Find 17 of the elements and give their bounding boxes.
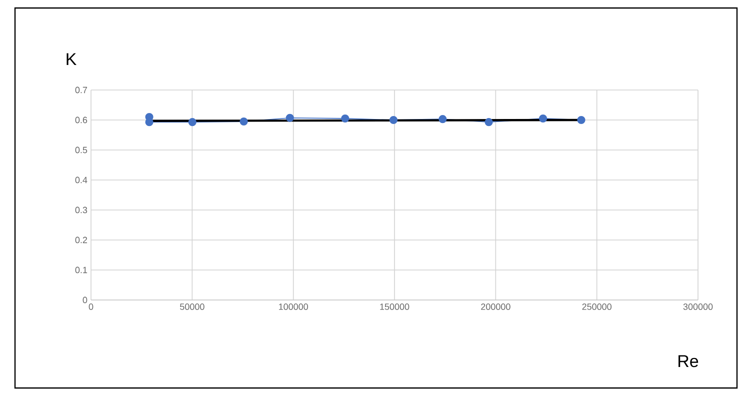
x-tick-label: 0 xyxy=(88,304,94,310)
x-tick-label: 150000 xyxy=(380,304,410,310)
y-tick-label: 0.2 xyxy=(75,236,88,244)
x-tick-label: 250000 xyxy=(582,304,612,310)
y-tick-label: 0.6 xyxy=(75,116,88,124)
y-tick-label: 0.1 xyxy=(75,266,88,274)
y-tick-label: 0.3 xyxy=(75,206,88,214)
x-tick-label: 50000 xyxy=(180,304,204,310)
x-tick-label: 200000 xyxy=(481,304,510,310)
y-axis-title: K xyxy=(66,53,76,65)
x-tick-label: 300000 xyxy=(683,304,713,310)
y-tick-label: 0.7 xyxy=(75,86,88,94)
y-tick-label: 0.5 xyxy=(75,146,88,154)
y-tick-label: 0 xyxy=(82,296,88,304)
x-axis-title: Re xyxy=(678,355,698,368)
y-tick-label: 0.4 xyxy=(75,176,88,184)
x-tick-label: 100000 xyxy=(279,304,308,310)
